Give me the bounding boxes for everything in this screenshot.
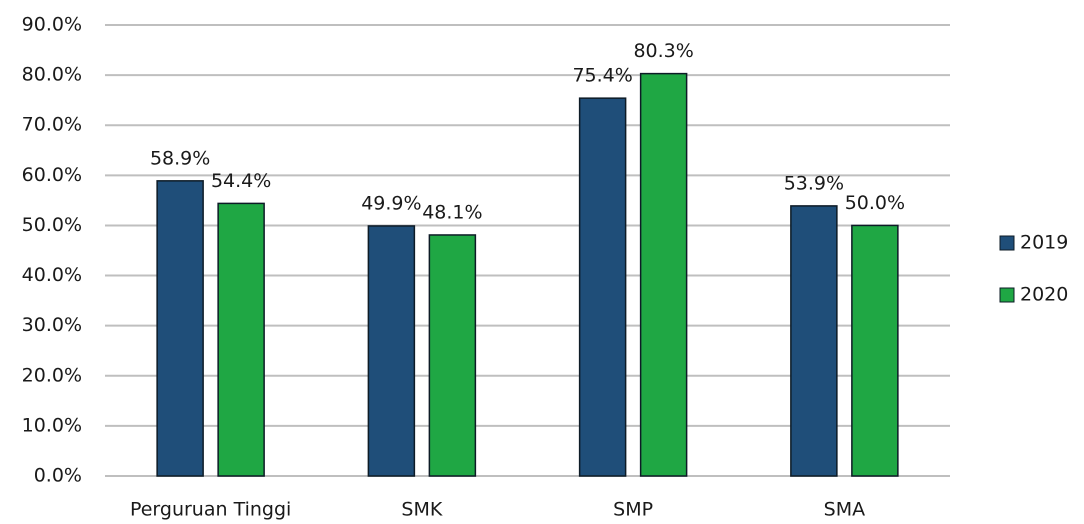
y-tick-label: 80.0%: [22, 64, 82, 86]
value-label: 58.9%: [150, 147, 210, 169]
y-tick-label: 40.0%: [22, 264, 82, 286]
legend-swatch: [999, 235, 1015, 251]
bar: [217, 202, 265, 477]
value-label: 53.9%: [784, 172, 844, 194]
y-tick-label: 90.0%: [22, 14, 82, 36]
x-tick-label: SMA: [824, 499, 865, 521]
value-label: 48.1%: [422, 201, 482, 223]
x-tick-label: Perguruan Tinggi: [130, 499, 291, 521]
x-tick-label: SMP: [613, 499, 653, 521]
legend-label: 2020: [1020, 284, 1068, 306]
bar: [156, 180, 204, 477]
value-label: 80.3%: [633, 40, 693, 62]
legend-swatch: [999, 287, 1015, 303]
x-tick-label: SMK: [401, 499, 442, 521]
legend-label: 2019: [1020, 232, 1068, 254]
y-tick-label: 70.0%: [22, 114, 82, 136]
value-label: 50.0%: [845, 192, 905, 214]
bar: [428, 234, 477, 477]
y-tick-label: 0.0%: [34, 465, 82, 487]
bar: [367, 225, 416, 477]
y-tick-label: 30.0%: [22, 314, 82, 336]
bar: [790, 205, 838, 477]
y-tick-label: 50.0%: [22, 214, 82, 236]
y-tick-label: 60.0%: [22, 164, 82, 186]
value-label: 54.4%: [211, 170, 271, 192]
bar: [578, 97, 627, 477]
y-tick-label: 20.0%: [22, 364, 82, 386]
y-tick-label: 10.0%: [22, 414, 82, 436]
bar: [851, 224, 899, 477]
value-label: 49.9%: [361, 192, 421, 214]
bar: [639, 72, 688, 477]
value-label: 75.4%: [572, 65, 632, 87]
